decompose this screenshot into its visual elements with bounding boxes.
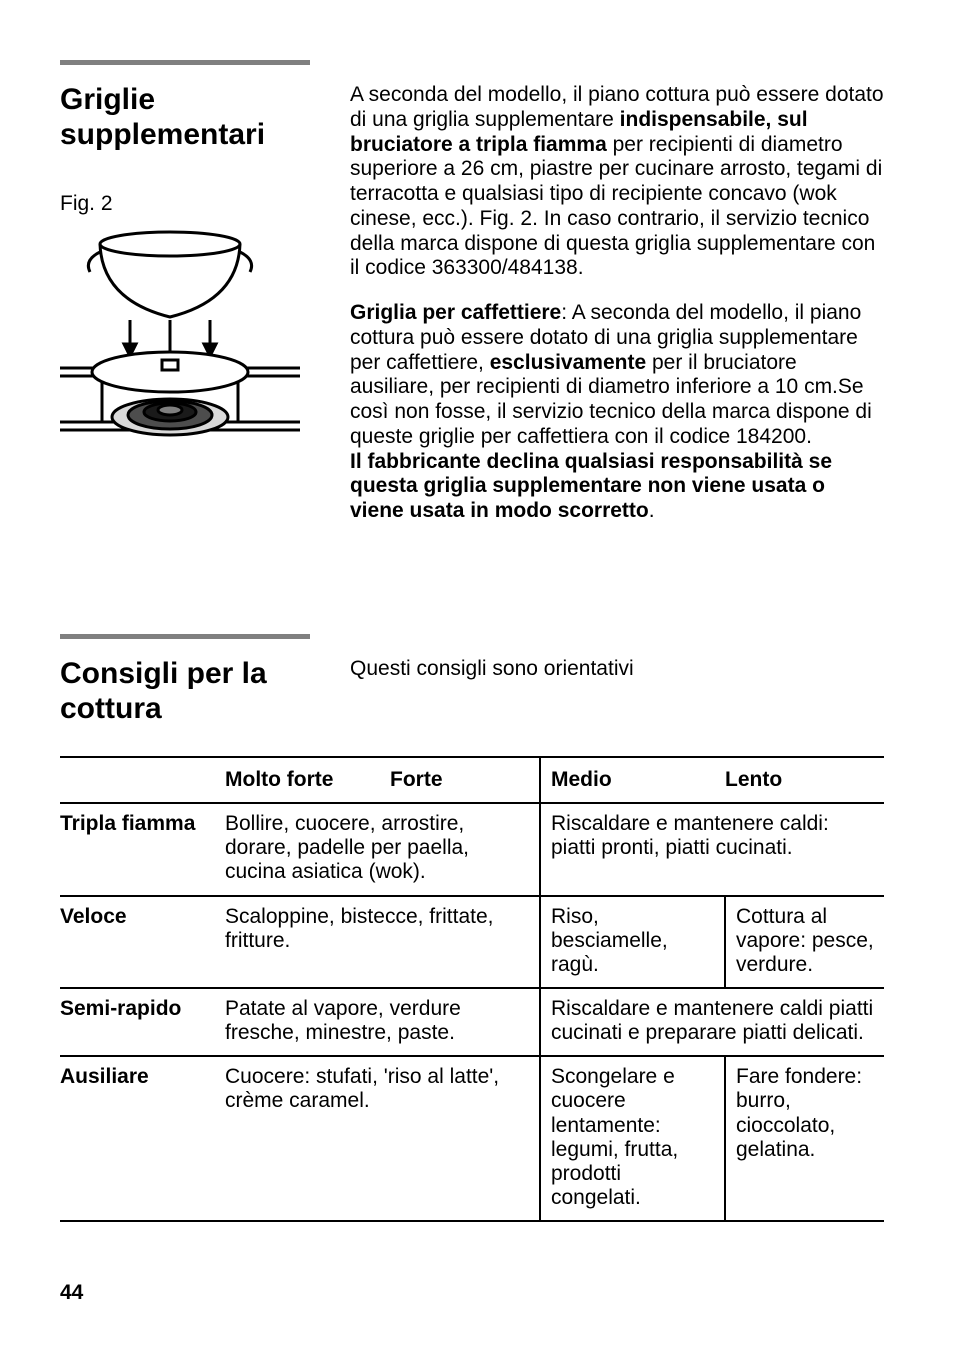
- page-number: 44: [60, 1281, 83, 1305]
- table-header-cell: Molto forte: [225, 757, 390, 803]
- table-row-label: Tripla fiamma: [60, 803, 225, 895]
- cooking-tips-table: Molto forte Forte Medio Lento Tripla fia…: [60, 756, 884, 1222]
- table-row-label: Semi-rapido: [60, 988, 225, 1056]
- table-row-label: Ausiliare: [60, 1056, 225, 1221]
- document-page: Griglie supplementari Fig. 2: [0, 0, 954, 1355]
- paragraph: A seconda del modello, il piano cottura …: [350, 83, 884, 281]
- table-cell: Cottura al vapore: pesce, verdure.: [725, 896, 884, 988]
- table-header-row: Molto forte Forte Medio Lento: [60, 757, 884, 803]
- figure-wok-burner-illustration: [60, 222, 300, 452]
- table-header-cell: Lento: [725, 757, 884, 803]
- section-left-column: Griglie supplementari Fig. 2: [60, 83, 350, 452]
- section-body-text: A seconda del modello, il piano cottura …: [350, 83, 884, 544]
- table-cell: Bollire, cuocere, arrostire, dorare, pad…: [225, 803, 540, 895]
- section-left-column: Consigli per la cottura: [60, 657, 350, 726]
- text-bold: esclusivamente: [490, 351, 646, 374]
- table-row: Tripla fiammaBollire, cuocere, arrostire…: [60, 803, 884, 895]
- table-cell: Scongelare e cuocere lentamente: legumi,…: [540, 1056, 725, 1221]
- table-header-cell: [60, 757, 225, 803]
- table-row: Semi-rapidoPatate al vapore, verdure fre…: [60, 988, 884, 1056]
- table-cell: Patate al vapore, verdure fresche, mines…: [225, 988, 540, 1056]
- table-header-cell: Forte: [390, 757, 540, 803]
- text-run: .: [649, 499, 655, 522]
- text-bold: Il fabbricante declina qualsiasi respons…: [350, 450, 832, 523]
- table-cell: Fare fondere: burro, cioccolato, gelatin…: [725, 1056, 884, 1221]
- table-header-cell: Medio: [540, 757, 725, 803]
- section-consigli: Consigli per la cottura Questi consigli …: [60, 657, 884, 726]
- text-bold: Griglia per caffettiere: [350, 301, 561, 324]
- section-note: Questi consigli sono orientativi: [350, 657, 884, 682]
- table-cell: Cuocere: stufati, 'riso al latte', crème…: [225, 1056, 540, 1221]
- table-row: VeloceScaloppine, bistecce, frittate, fr…: [60, 896, 884, 988]
- paragraph: Griglia per caffettiere: A seconda del m…: [350, 301, 884, 524]
- text-run: Questi consigli sono orientativi: [350, 657, 634, 680]
- section-title: Griglie supplementari: [60, 83, 350, 152]
- table-row: AusiliareCuocere: stufati, 'riso al latt…: [60, 1056, 884, 1221]
- table-cell: Riscaldare e mantenere caldi piatti cuci…: [540, 988, 884, 1056]
- table-row-label: Veloce: [60, 896, 225, 988]
- section-griglie: Griglie supplementari Fig. 2: [60, 83, 884, 544]
- figure-label: Fig. 2: [60, 192, 350, 216]
- table-cell: Scaloppine, bistecce, frittate, fritture…: [225, 896, 540, 988]
- section-title: Consigli per la cottura: [60, 657, 350, 726]
- section-rule: [60, 634, 310, 639]
- table-cell: Riso, besciamelle, ragù.: [540, 896, 725, 988]
- section-rule: [60, 60, 310, 65]
- table-cell: Riscaldare e mantenere caldi: piatti pro…: [540, 803, 884, 895]
